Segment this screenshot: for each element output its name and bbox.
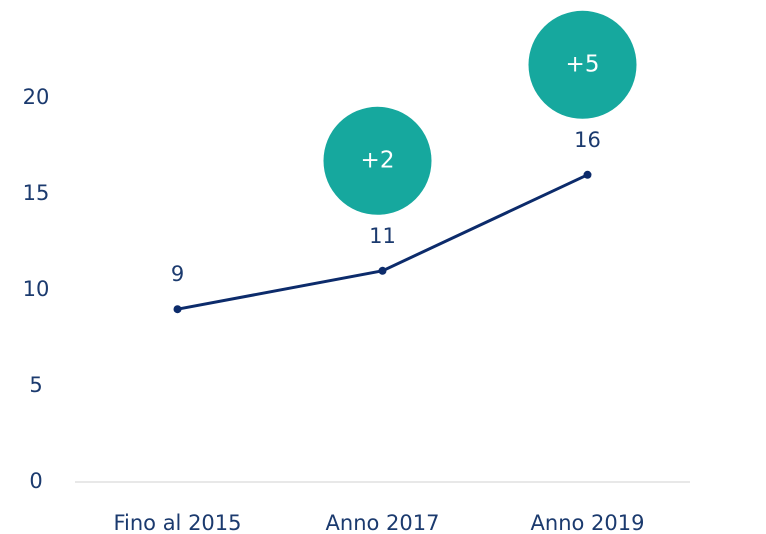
y-tick-label: 10 <box>23 277 50 301</box>
y-tick-label: 20 <box>23 85 50 109</box>
y-tick-label: 0 <box>29 469 42 493</box>
x-tick-label: Fino al 2015 <box>113 511 241 534</box>
data-label: 11 <box>369 224 396 248</box>
y-tick-label: 15 <box>23 181 50 205</box>
bubble <box>323 106 432 215</box>
y-tick-label: 5 <box>29 373 42 397</box>
point <box>378 266 387 275</box>
x-tick-label: Anno 2019 <box>531 511 645 534</box>
x-tick-label: Anno 2017 <box>326 511 440 534</box>
data-label: 16 <box>574 128 601 152</box>
point <box>583 170 592 179</box>
annotation: +2 <box>361 147 395 173</box>
point <box>173 305 182 314</box>
bubble <box>528 10 637 119</box>
annotation: +5 <box>566 51 600 77</box>
data-label: 9 <box>171 262 184 286</box>
